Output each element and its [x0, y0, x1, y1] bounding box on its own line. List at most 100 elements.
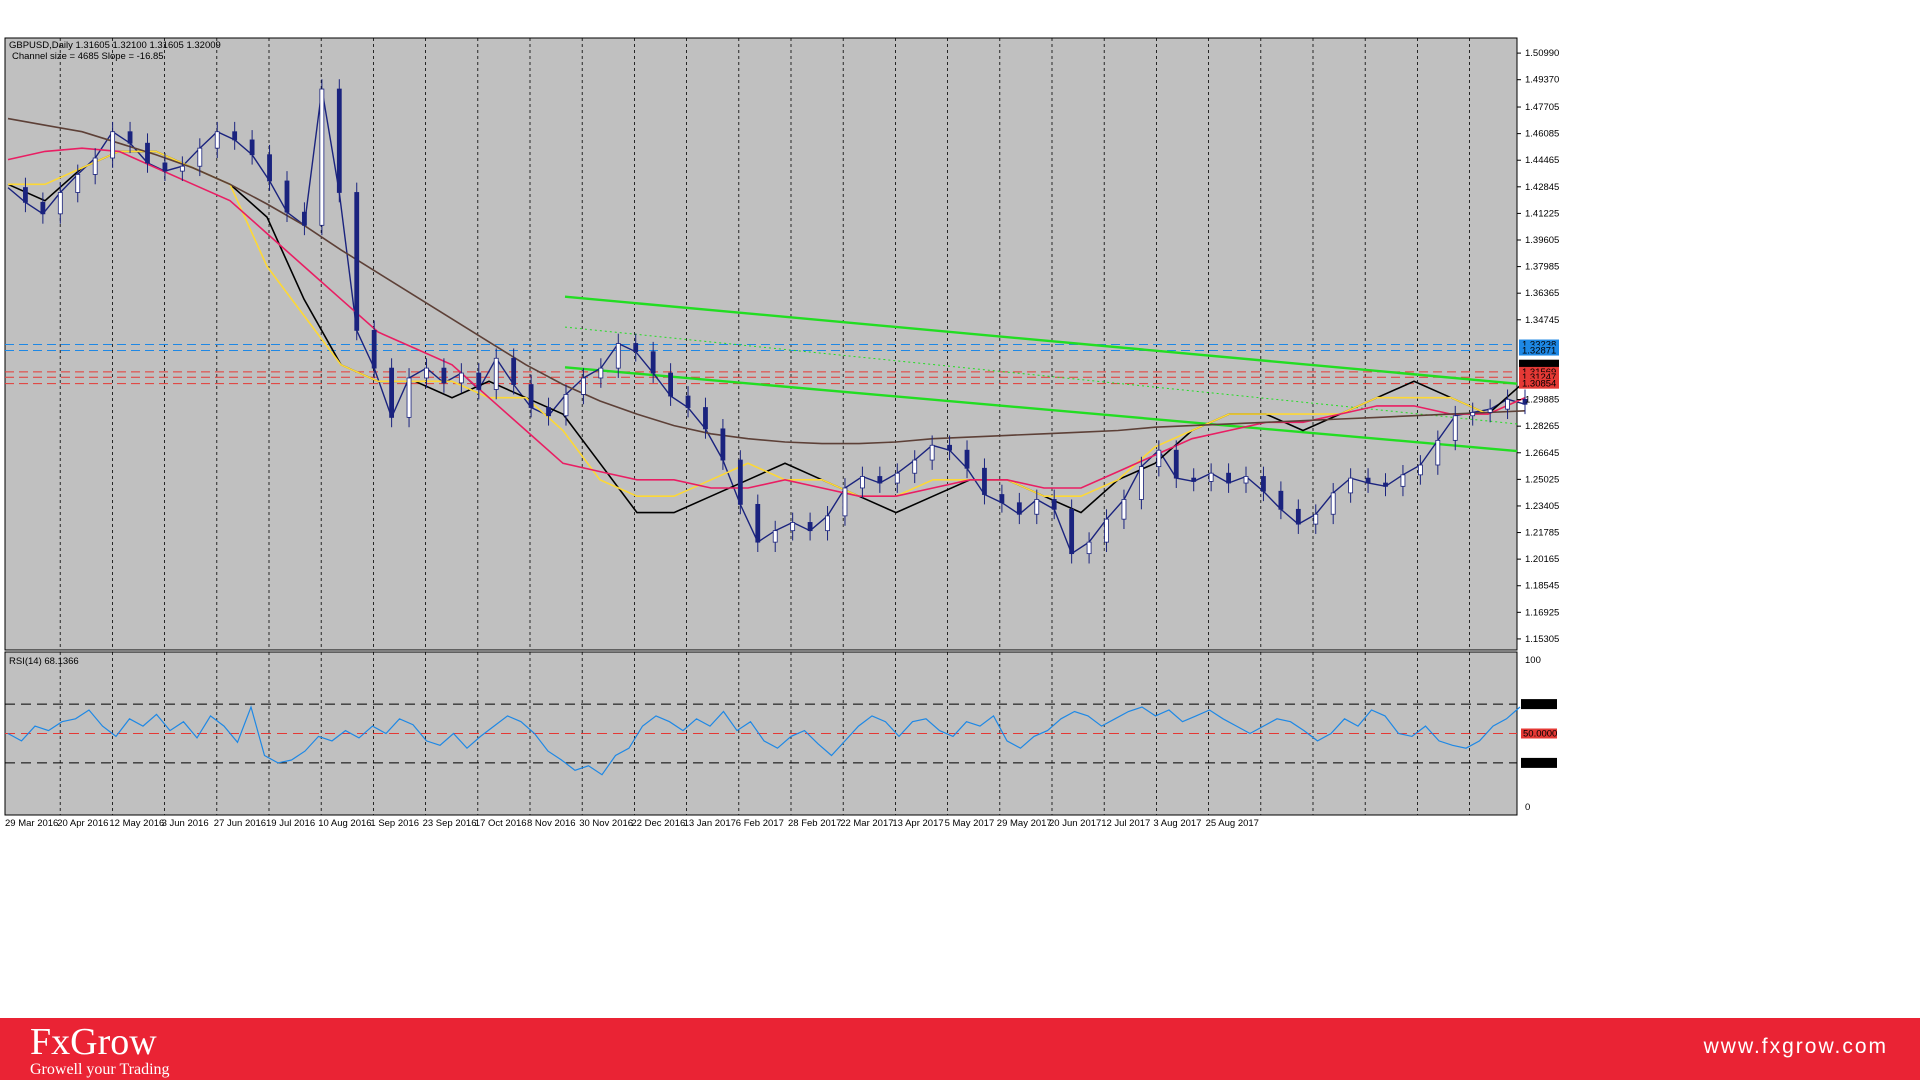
candle-body — [528, 384, 534, 408]
candle-body — [162, 162, 168, 172]
x-tick-label: 29 May 2017 — [997, 818, 1052, 829]
y-tick-label: 1.41225 — [1525, 208, 1559, 219]
footer-banner: FxGrow Growell your Trading www.fxgrow.c… — [0, 1018, 1920, 1080]
candle-body — [581, 377, 586, 395]
rsi-level-badge — [1521, 757, 1557, 768]
candle-body — [1470, 412, 1476, 417]
price-badge — [1519, 359, 1559, 370]
price-series-line — [7, 117, 1526, 445]
y-tick-label: 1.16925 — [1525, 607, 1559, 618]
candle-body — [842, 487, 848, 517]
price-badge — [1519, 372, 1559, 383]
x-tick-label: 3 Aug 2017 — [1153, 818, 1201, 829]
candle-body — [737, 459, 743, 505]
rsi-panel: RSI(14) 68.1366 — [4, 651, 1521, 816]
x-tick-label: 8 Nov 2016 — [527, 818, 576, 829]
brand-tagline: Growell your Trading — [30, 1061, 170, 1078]
candle-body — [964, 449, 970, 469]
candle-body — [458, 372, 464, 384]
y-tick-label: 1.47705 — [1525, 102, 1559, 113]
candle-body — [860, 476, 865, 489]
candle-body — [1034, 499, 1040, 515]
price-badge-label: 1.32009 — [1522, 360, 1556, 371]
candle-body — [249, 139, 255, 156]
candle-body — [302, 211, 307, 226]
x-tick-label: 29 Mar 2016 — [5, 818, 58, 829]
rsi-tick-label: 0 — [1525, 802, 1530, 813]
x-tick-label: 23 Sep 2016 — [423, 818, 477, 829]
candle-body — [1487, 408, 1493, 413]
candle-body — [57, 192, 63, 215]
y-tick-label: 1.46085 — [1525, 129, 1559, 140]
candle-body — [1261, 476, 1266, 492]
x-tick-label: 5 May 2017 — [945, 818, 995, 829]
candle-body — [214, 131, 220, 149]
candle-body — [354, 192, 360, 331]
candle-body — [1191, 477, 1197, 482]
candle-body — [145, 142, 150, 164]
x-tick-label: 28 Feb 2017 — [788, 818, 841, 829]
candle-body — [720, 428, 726, 461]
candle-body — [92, 157, 98, 175]
candle-body — [371, 329, 377, 369]
x-tick-label: 20 Jun 2017 — [1049, 818, 1101, 829]
candle-body — [1383, 482, 1388, 487]
price-series-line — [7, 88, 1526, 555]
rsi-level-badge — [1521, 728, 1557, 739]
candle-body — [1365, 477, 1371, 484]
price-panel-background — [4, 37, 1518, 651]
price-badge — [1519, 366, 1559, 377]
brand-logo: FxGrow Growell your Trading — [30, 1022, 170, 1078]
chart-title: GBPUSD,Daily 1.31605 1.32100 1.31605 1.3… — [9, 40, 221, 51]
x-tick-label: 27 Jun 2016 — [214, 818, 266, 829]
candle-body — [633, 343, 639, 353]
chart-canvas: GBPUSD,Daily 1.31605 1.32100 1.31605 1.3… — [4, 37, 1559, 829]
y-tick-label: 1.49370 — [1525, 75, 1559, 86]
y-tick-label: 1.25025 — [1525, 474, 1559, 485]
candle-body — [476, 372, 482, 390]
x-tick-label: 22 Mar 2017 — [840, 818, 893, 829]
x-tick-label: 10 Aug 2016 — [318, 818, 371, 829]
y-tick-label: 1.39605 — [1525, 235, 1559, 246]
channel-line — [564, 295, 1518, 385]
x-tick-label: 22 Dec 2016 — [631, 818, 685, 829]
y-tick-label: 1.37985 — [1525, 262, 1559, 273]
y-tick-label: 1.15305 — [1525, 634, 1559, 645]
brand-name: FxGrow — [30, 1021, 157, 1063]
candle-body — [703, 407, 708, 430]
candle-body — [1243, 476, 1249, 484]
price-badge — [1519, 345, 1559, 356]
x-tick-label: 6 Feb 2017 — [736, 818, 784, 829]
candle-body — [1051, 499, 1057, 510]
candle-body — [563, 393, 569, 417]
x-tick-label: 17 Oct 2016 — [475, 818, 527, 829]
candle-body — [1417, 464, 1423, 476]
candle-body — [23, 187, 28, 203]
x-tick-label: 1 Sep 2016 — [370, 818, 419, 829]
x-tick-label: 19 Jul 2016 — [266, 818, 315, 829]
candle-body — [894, 472, 900, 484]
candle-body — [807, 522, 813, 532]
candle-body — [267, 154, 272, 182]
candle-body — [1400, 474, 1406, 487]
website-link[interactable]: www.fxgrow.com — [1703, 1035, 1888, 1058]
candle-body — [336, 88, 342, 193]
rsi-line — [7, 705, 1521, 776]
y-tick-label: 1.34745 — [1525, 315, 1559, 326]
candle-body — [1138, 466, 1144, 500]
candle-body — [1086, 541, 1092, 555]
candle-body — [110, 131, 116, 159]
candle-body — [546, 407, 551, 417]
candle-body — [1016, 502, 1022, 515]
candle-body — [1435, 439, 1441, 466]
price-badge-label: 1.32871 — [1522, 346, 1556, 357]
candle-body — [424, 367, 429, 379]
candle-body — [755, 503, 761, 543]
candle-body — [232, 131, 238, 141]
candle-body — [1226, 472, 1231, 484]
candle-body — [127, 131, 133, 144]
channel-line — [564, 366, 1518, 453]
price-badge-label: 1.30854 — [1522, 379, 1556, 390]
y-tick-label: 1.44465 — [1525, 155, 1559, 166]
